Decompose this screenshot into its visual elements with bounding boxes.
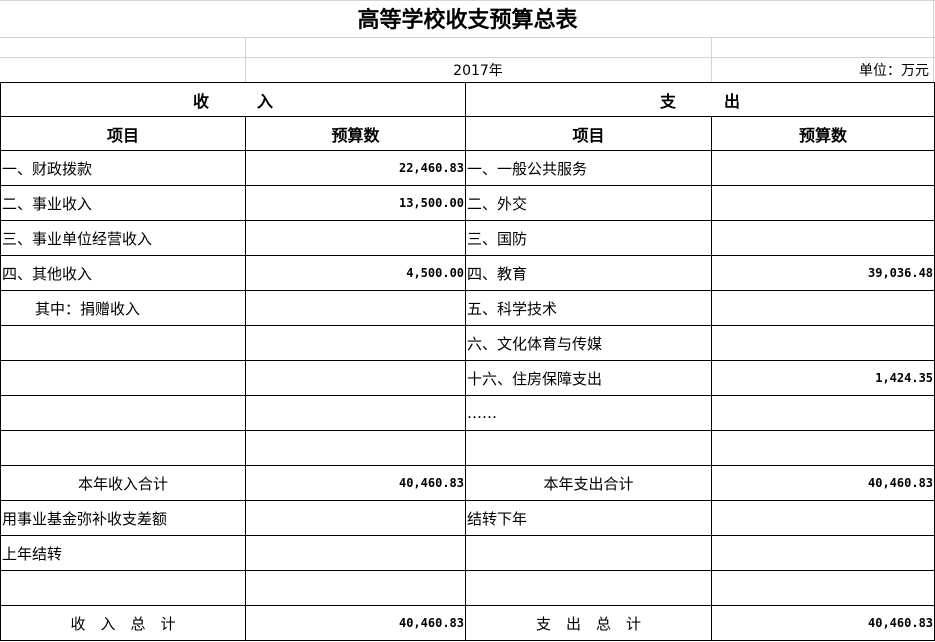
table-row: 收 入 总 计 40,460.83 支 出 总 计 40,460.83 bbox=[0, 605, 935, 641]
income-item-cell[interactable] bbox=[0, 430, 246, 466]
expense-item-cell[interactable]: 二、外交 bbox=[465, 185, 713, 221]
expense-item-cell[interactable] bbox=[465, 430, 713, 466]
table-row: …… bbox=[0, 395, 935, 431]
income-item-cell[interactable] bbox=[0, 325, 246, 361]
income-value-cell[interactable] bbox=[244, 325, 467, 361]
income-item-cell[interactable]: 三、事业单位经营收入 bbox=[0, 220, 246, 256]
table-row bbox=[0, 430, 935, 466]
income-value-cell[interactable]: 40,460.83 bbox=[244, 605, 467, 641]
expense-item-cell[interactable]: 六、文化体育与传媒 bbox=[465, 325, 713, 361]
expense-value-cell[interactable]: 40,460.83 bbox=[711, 605, 935, 641]
income-item-cell[interactable] bbox=[0, 360, 246, 396]
income-budget-header: 预算数 bbox=[244, 116, 467, 151]
income-value-cell[interactable] bbox=[244, 535, 467, 571]
income-item-cell[interactable] bbox=[0, 570, 246, 606]
table-row bbox=[0, 570, 935, 606]
income-value-cell[interactable] bbox=[244, 500, 467, 536]
table-row: 六、文化体育与传媒 bbox=[0, 325, 935, 361]
table-row: 二、事业收入 13,500.00 二、外交 bbox=[0, 185, 935, 221]
income-item-cell[interactable]: 一、财政拨款 bbox=[0, 150, 246, 186]
income-item-cell[interactable]: 四、其他收入 bbox=[0, 255, 246, 291]
table-row: 本年收入合计 40,460.83 本年支出合计 40,460.83 bbox=[0, 465, 935, 501]
income-item-cell[interactable] bbox=[0, 395, 246, 431]
expense-value-cell[interactable]: 39,036.48 bbox=[711, 255, 935, 291]
expense-value-cell[interactable] bbox=[711, 150, 935, 186]
expense-item-cell[interactable]: 支 出 总 计 bbox=[465, 605, 713, 641]
expense-item-cell[interactable]: 本年支出合计 bbox=[465, 465, 713, 501]
expense-value-cell[interactable] bbox=[711, 325, 935, 361]
expense-item-cell[interactable]: 十六、住房保障支出 bbox=[465, 360, 713, 396]
expense-item-header: 项目 bbox=[465, 116, 713, 151]
expense-value-cell[interactable] bbox=[711, 220, 935, 256]
income-value-cell[interactable]: 4,500.00 bbox=[244, 255, 467, 291]
income-value-cell[interactable] bbox=[244, 360, 467, 396]
income-value-cell[interactable]: 22,460.83 bbox=[244, 150, 467, 186]
income-item-cell[interactable]: 二、事业收入 bbox=[0, 185, 246, 221]
expense-value-cell[interactable] bbox=[711, 185, 935, 221]
income-value-cell[interactable]: 40,460.83 bbox=[244, 465, 467, 501]
table-row: 一、财政拨款 22,460.83 一、一般公共服务 bbox=[0, 150, 935, 186]
sheet-header: 高等学校收支预算总表 2017年 单位：万元 bbox=[0, 0, 935, 82]
expense-item-cell[interactable]: 三、国防 bbox=[465, 220, 713, 256]
income-item-cell[interactable]: 收 入 总 计 bbox=[0, 605, 246, 641]
table-row: 四、其他收入 4,500.00 四、教育 39,036.48 bbox=[0, 255, 935, 291]
expense-header: 支 出 bbox=[465, 82, 935, 117]
expense-item-cell[interactable]: …… bbox=[465, 395, 713, 431]
expense-value-cell[interactable]: 40,460.83 bbox=[711, 465, 935, 501]
expense-item-cell[interactable]: 一、一般公共服务 bbox=[465, 150, 713, 186]
income-value-cell[interactable]: 13,500.00 bbox=[244, 185, 467, 221]
income-value-cell[interactable] bbox=[244, 290, 467, 326]
income-value-cell[interactable] bbox=[244, 430, 467, 466]
expense-item-cell[interactable] bbox=[465, 535, 713, 571]
expense-item-cell[interactable]: 四、教育 bbox=[465, 255, 713, 291]
table-row: 其中：捐赠收入 五、科学技术 bbox=[0, 290, 935, 326]
expense-item-cell[interactable] bbox=[465, 570, 713, 606]
year-label: 2017年 bbox=[453, 63, 503, 79]
expense-value-cell[interactable] bbox=[711, 570, 935, 606]
income-value-cell[interactable] bbox=[244, 220, 467, 256]
table-row: 用事业基金弥补收支差额 结转下年 bbox=[0, 500, 935, 536]
expense-budget-header: 预算数 bbox=[711, 116, 935, 151]
table-row: 十六、住房保障支出 1,424.35 bbox=[0, 360, 935, 396]
expense-item-cell[interactable]: 结转下年 bbox=[465, 500, 713, 536]
income-item-header: 项目 bbox=[0, 116, 246, 151]
expense-value-cell[interactable] bbox=[711, 500, 935, 536]
table-row: 上年结转 bbox=[0, 535, 935, 571]
income-value-cell[interactable] bbox=[244, 395, 467, 431]
expense-value-cell[interactable]: 1,424.35 bbox=[711, 360, 935, 396]
income-item-cell[interactable]: 本年收入合计 bbox=[0, 465, 246, 501]
income-item-cell[interactable]: 用事业基金弥补收支差额 bbox=[0, 500, 246, 536]
expense-item-cell[interactable]: 五、科学技术 bbox=[465, 290, 713, 326]
table-row: 三、事业单位经营收入 三、国防 bbox=[0, 220, 935, 256]
income-value-cell[interactable] bbox=[244, 570, 467, 606]
unit-label: 单位：万元 bbox=[859, 63, 929, 79]
expense-value-cell[interactable] bbox=[711, 395, 935, 431]
expense-value-cell[interactable] bbox=[711, 290, 935, 326]
budget-table: 收 入 支 出 项目 预算数 项目 预算数 一、财政拨款 22,460.83 一、一… bbox=[0, 82, 935, 641]
income-item-cell[interactable]: 其中：捐赠收入 bbox=[0, 290, 246, 326]
income-item-cell[interactable]: 上年结转 bbox=[0, 535, 246, 571]
expense-value-cell[interactable] bbox=[711, 430, 935, 466]
income-header: 收 入 bbox=[0, 82, 467, 117]
page-title: 高等学校收支预算总表 bbox=[357, 7, 578, 33]
expense-value-cell[interactable] bbox=[711, 535, 935, 571]
